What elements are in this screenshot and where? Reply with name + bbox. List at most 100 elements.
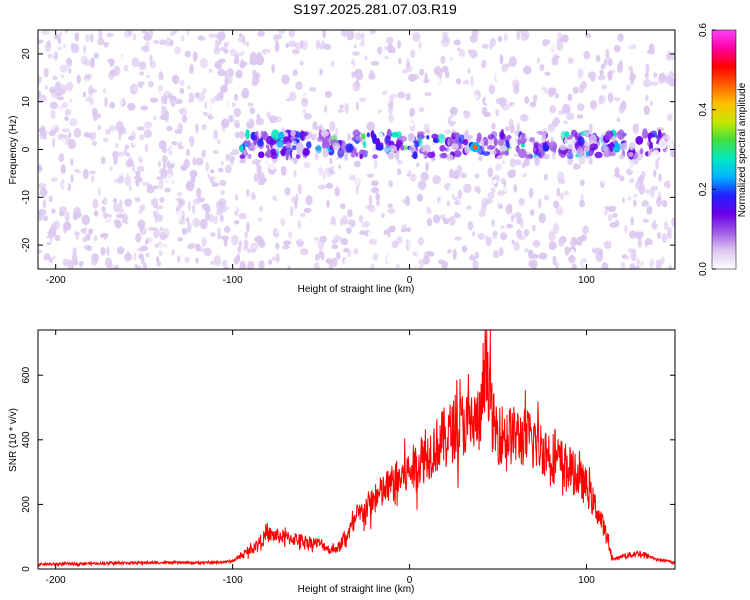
spectrogram-speckle [536, 57, 541, 64]
spectrogram-speckle [447, 249, 452, 254]
spectrogram-speckle [552, 255, 557, 266]
spectrogram-speckle [626, 71, 630, 79]
spectrogram-speckle [249, 51, 258, 62]
spectrogram-speckle [257, 217, 263, 222]
spectrogram-speckle [555, 93, 559, 99]
spectrogram-speckle [167, 246, 173, 255]
spectrogram-speckle [315, 39, 320, 51]
spectrogram-speckle [330, 60, 335, 68]
spectrogram-speckle [93, 210, 99, 217]
spectrogram-speckle [162, 51, 169, 58]
spectrogram-speckle [658, 139, 667, 149]
spectrogram-speckle [633, 80, 640, 87]
spectrogram-speckle [509, 137, 516, 148]
spectrogram-speckle [566, 69, 571, 76]
spectrogram-speckle [156, 90, 165, 97]
spectrogram-speckle [143, 129, 152, 138]
spectrogram-speckle [382, 217, 388, 228]
spectrogram-speckle [386, 128, 392, 140]
spectrogram-speckle [317, 184, 327, 190]
spectrogram-speckle [291, 48, 301, 55]
spectrogram-speckle [455, 213, 461, 218]
spectrogram-speckle [624, 225, 628, 234]
spectrogram-speckle [599, 94, 606, 104]
spectrogram-speckle [290, 196, 299, 204]
spectrogram-speckle [614, 89, 621, 98]
spectrogram-speckle [601, 84, 607, 90]
spectrogram-speckle [400, 217, 408, 226]
spectrogram-speckle [333, 84, 338, 90]
spectrogram-speckle [198, 257, 203, 265]
spectrogram-speckle [509, 158, 516, 168]
spectrogram-speckle [139, 148, 146, 159]
spectrogram-speckle [670, 151, 675, 158]
spectrogram-speckle [68, 67, 72, 74]
spectrogram-speckle [246, 140, 251, 148]
spectrogram-speckle [289, 206, 294, 217]
spectrogram-speckle [239, 144, 244, 153]
spectrogram-speckle [396, 236, 403, 244]
spectrogram-speckle [82, 91, 87, 98]
colorbar-ticks: 0.0 0.2 0.4 0.6 [698, 23, 716, 276]
spectrogram-speckle [187, 85, 191, 90]
x-tick-label: -200 [46, 575, 66, 586]
spectrogram-speckle [367, 151, 372, 160]
spectrogram-speckle [563, 190, 569, 196]
spectrogram-speckle [358, 240, 364, 249]
spectrogram-speckle [624, 159, 632, 169]
spectrogram-speckle [575, 97, 580, 106]
spectrogram-speckle [104, 257, 112, 268]
spectrogram-speckle [274, 111, 283, 117]
spectrogram-speckle [201, 149, 206, 159]
spectrogram-speckle [288, 231, 293, 239]
spectrogram-speckle [44, 259, 50, 265]
spectrogram-speckle [162, 162, 166, 169]
spectrogram-speckle [583, 131, 591, 136]
spectrogram-speckle [117, 151, 125, 157]
spectrogram-speckle [128, 185, 132, 191]
spectrogram-speckle [377, 46, 383, 55]
spectrogram-speckle [267, 123, 273, 130]
spectrogram-speckle [621, 197, 626, 204]
spectrogram-speckle [341, 113, 347, 122]
spectrogram-speckle [438, 198, 447, 209]
spectrogram-speckle [186, 217, 190, 224]
spectrogram-speckle [318, 160, 327, 167]
spectrogram-speckle [652, 236, 659, 244]
spectrogram-speckle [101, 206, 106, 213]
spectrogram-speckle [132, 138, 139, 147]
spectrogram-speckle [253, 134, 258, 146]
spectrogram-speckle [268, 259, 273, 265]
spectrogram-speckle [261, 48, 271, 55]
spectrogram-speckle [242, 149, 247, 156]
spectrogram-speckle [158, 179, 164, 190]
spectrogram-speckle [236, 174, 242, 183]
spectrogram-speckle [653, 169, 657, 178]
spectrogram-speckle [459, 199, 463, 207]
spectrogram-speckle [387, 203, 394, 209]
spectrogram-speckle [303, 30, 309, 40]
spectrogram-speckle [359, 41, 365, 47]
spectrogram-speckle [465, 176, 470, 184]
spectrogram-speckle [347, 209, 353, 218]
spectrogram-speckle [339, 194, 347, 202]
spectrogram-speckle [434, 78, 440, 83]
spectrogram-speckle [192, 157, 197, 166]
spectrogram-speckle [630, 216, 634, 226]
spectrogram-speckle [81, 214, 90, 226]
spectrogram-speckle [662, 116, 667, 121]
spectrogram-speckle [543, 194, 550, 201]
spectrogram-speckle [192, 82, 196, 92]
spectrogram-speckle [601, 231, 609, 236]
spectrogram-speckle [83, 244, 90, 250]
spectrogram-speckle [287, 257, 292, 266]
spectrogram-speckle [548, 241, 557, 251]
spectrogram-speckle [516, 216, 523, 225]
spectrogram-speckle [409, 192, 417, 200]
spectrogram-speckle [153, 107, 157, 117]
spectrogram-speckle [563, 263, 570, 269]
spectrogram-speckle [297, 219, 301, 229]
spectrogram-speckle [342, 161, 348, 171]
spectrogram-speckle [372, 252, 379, 261]
spectrogram-speckle [334, 186, 340, 197]
